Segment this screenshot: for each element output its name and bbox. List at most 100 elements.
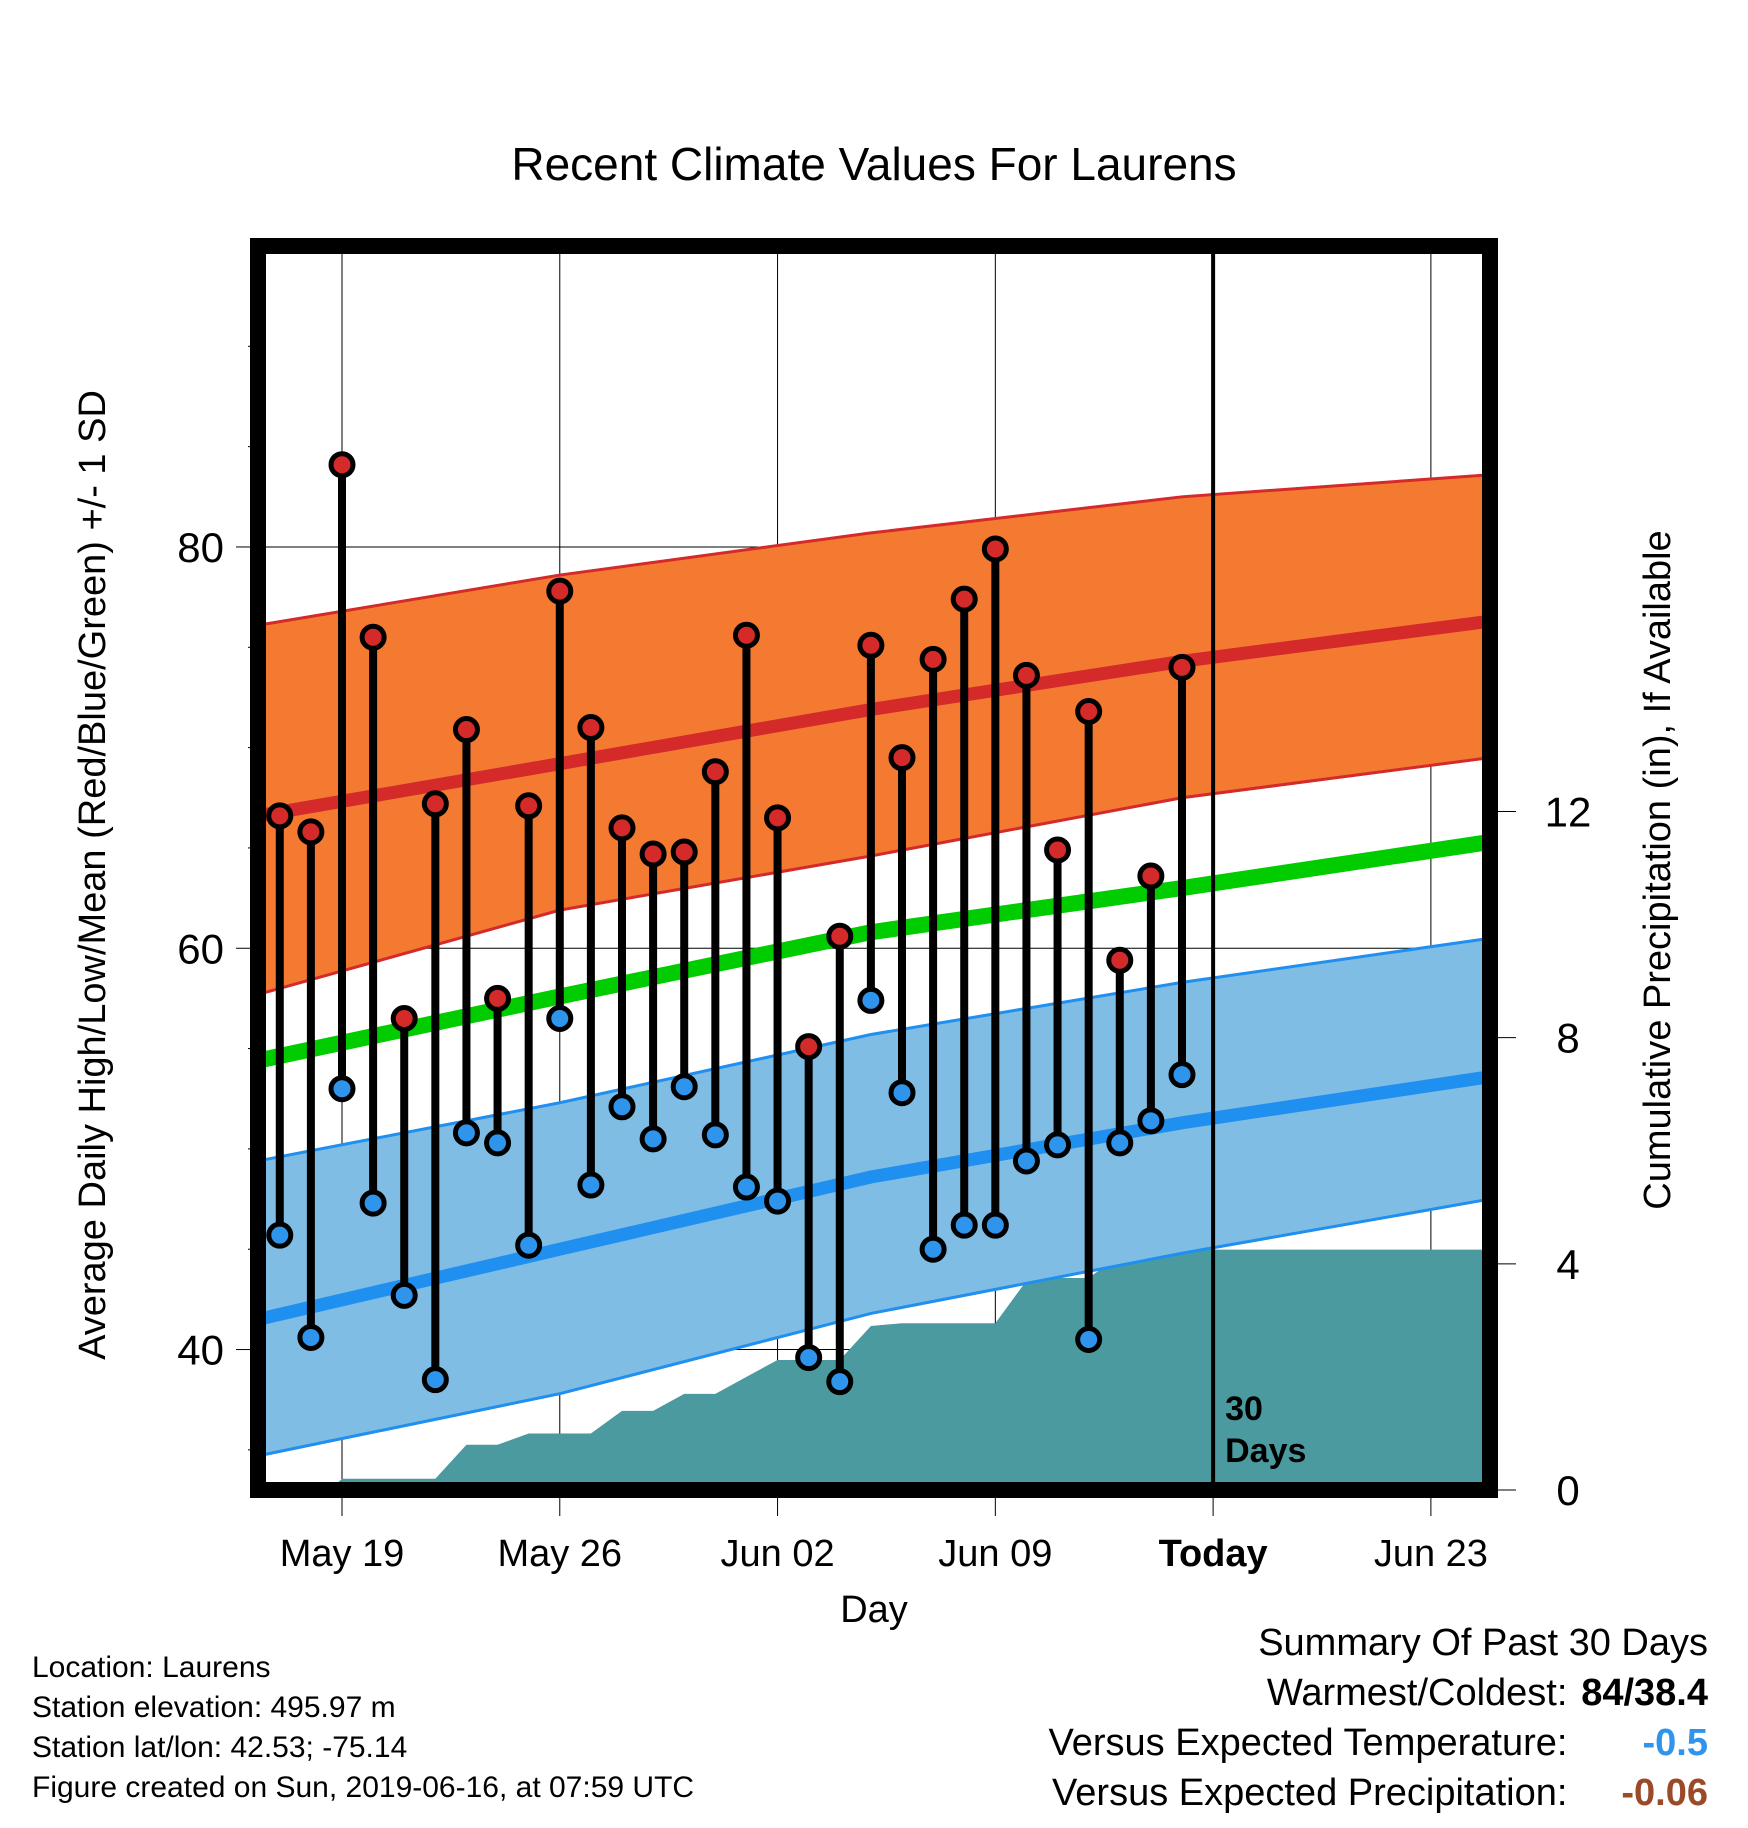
daily-low-point	[670, 1073, 698, 1101]
daily-low-point	[577, 1171, 605, 1199]
right-axis-tick-label: 8	[1556, 1015, 1579, 1062]
x-axis-tick-label: Today	[1159, 1533, 1268, 1575]
daily-high-point	[1106, 946, 1134, 974]
daily-high-point	[888, 744, 916, 772]
right-axis-tick-label: 0	[1556, 1467, 1579, 1514]
daily-high-point	[577, 714, 605, 742]
daily-low-point	[701, 1121, 729, 1149]
warmest-label: Warmest/Coldest:	[1266, 1672, 1568, 1714]
precip-value: -0.06	[1621, 1772, 1708, 1814]
daily-low-point	[484, 1129, 512, 1157]
x-axis-tick-label: May 26	[497, 1533, 622, 1575]
daily-low-point	[1168, 1061, 1196, 1089]
daily-low-point	[608, 1093, 636, 1121]
daily-low-point	[888, 1079, 916, 1107]
daily-high-point	[1137, 862, 1165, 890]
daily-high-point	[546, 577, 574, 605]
daily-high-point	[297, 818, 325, 846]
left-axis-tick-label: 80	[177, 524, 224, 571]
daily-low-point	[1137, 1107, 1165, 1135]
daily-low-point	[421, 1366, 449, 1394]
daily-high-point	[732, 621, 760, 649]
daily-low-point	[732, 1173, 760, 1201]
warmest-value: 84/38.4	[1581, 1672, 1708, 1714]
daily-low-point	[297, 1324, 325, 1352]
daily-low-point	[390, 1281, 418, 1309]
daily-low-point	[857, 986, 885, 1014]
daily-low-point	[452, 1119, 480, 1147]
low-normal-line	[256, 1070, 1491, 1326]
created-text: Figure created on Sun, 2019-06-16, at 07…	[32, 1771, 695, 1804]
daily-high-point	[421, 790, 449, 818]
y-axis-label-right: Cumulative Precipitation (in), If Availa…	[1637, 530, 1679, 1209]
summary-warmest-row: Warmest/Coldest: 84/38.4	[1049, 1668, 1708, 1718]
daily-high-point	[484, 984, 512, 1012]
axes: 40 60 80 0 4 8 12 May 19 May 26 Jun 02 Jun 09 Today…	[177, 345, 1592, 1575]
temp-value: -0.5	[1642, 1722, 1708, 1764]
daily-high-point	[359, 623, 387, 651]
today-annotation: 30 Days	[1225, 1390, 1306, 1470]
daily-high-point	[857, 631, 885, 659]
temp-label: Versus Expected Temperature:	[1048, 1722, 1568, 1764]
daily-ranges	[266, 451, 1196, 1396]
daily-low-point	[546, 1004, 574, 1032]
daily-high-point	[1075, 697, 1103, 725]
latlon-text: Station lat/lon: 42.53; -75.14	[32, 1731, 408, 1764]
low-sd-lower-line	[257, 1197, 1491, 1458]
daily-low-point	[826, 1368, 854, 1396]
daily-high-point	[826, 922, 854, 950]
today-annotation-line: 30	[1225, 1390, 1263, 1428]
precip-label: Versus Expected Precipitation:	[1052, 1772, 1568, 1814]
summary-precip-row: Versus Expected Precipitation: -0.06	[1049, 1768, 1708, 1818]
daily-high-point	[266, 802, 294, 830]
daily-high-point	[1044, 836, 1072, 864]
right-axis-tick-label: 4	[1556, 1241, 1579, 1288]
x-axis-tick-label: Jun 09	[938, 1533, 1052, 1575]
daily-high-point	[981, 535, 1009, 563]
daily-low-point	[764, 1187, 792, 1215]
daily-low-point	[1044, 1131, 1072, 1159]
today-annotation-line: Days	[1225, 1432, 1306, 1470]
daily-low-point	[1106, 1129, 1134, 1157]
chart-title: Recent Climate Values For Laurens	[511, 138, 1236, 190]
left-axis-tick-label: 40	[177, 1327, 224, 1374]
daily-low-point	[981, 1211, 1009, 1239]
daily-high-point	[1012, 661, 1040, 689]
x-axis-tick-label: May 19	[280, 1533, 405, 1575]
right-axis-tick-label: 12	[1545, 788, 1592, 835]
summary-temp-row: Versus Expected Temperature: -0.5	[1049, 1718, 1708, 1768]
x-axis-label: Day	[840, 1589, 908, 1631]
precip-cumulative-area	[258, 1249, 1490, 1490]
daily-high-point	[764, 804, 792, 832]
plot-frame: 30 Days	[250, 238, 1498, 1498]
daily-high-point	[919, 645, 947, 673]
daily-low-point	[515, 1231, 543, 1259]
y-axis-label-left: Average Daily High/Low/Mean (Red/Blue/Gr…	[72, 390, 114, 1360]
location-text: Location: Laurens	[32, 1651, 271, 1684]
x-axis-tick-label: Jun 02	[721, 1533, 835, 1575]
daily-high-point	[328, 451, 356, 479]
daily-high-point	[1168, 653, 1196, 681]
plot-border	[250, 238, 1498, 1498]
daily-high-point	[639, 840, 667, 868]
daily-high-point	[390, 1004, 418, 1032]
daily-high-point	[452, 716, 480, 744]
daily-low-point	[1012, 1147, 1040, 1175]
daily-high-point	[701, 758, 729, 786]
daily-low-point	[795, 1344, 823, 1372]
daily-low-point	[266, 1221, 294, 1249]
daily-low-point	[1075, 1326, 1103, 1354]
elevation-text: Station elevation: 495.97 m	[32, 1691, 396, 1724]
daily-low-point	[950, 1211, 978, 1239]
summary-panel: Summary Of Past 30 Days Warmest/Coldest:…	[1049, 1618, 1708, 1818]
daily-high-point	[608, 814, 636, 842]
daily-low-point	[919, 1235, 947, 1263]
daily-low-point	[328, 1075, 356, 1103]
station-info: Location: Laurens Station elevation: 495…	[32, 1648, 694, 1808]
summary-title: Summary Of Past 30 Days	[1258, 1622, 1708, 1664]
daily-high-point	[795, 1033, 823, 1061]
high-sd-upper-line	[257, 473, 1491, 627]
daily-high-point	[950, 585, 978, 613]
x-axis-tick-label: Jun 23	[1374, 1533, 1488, 1575]
